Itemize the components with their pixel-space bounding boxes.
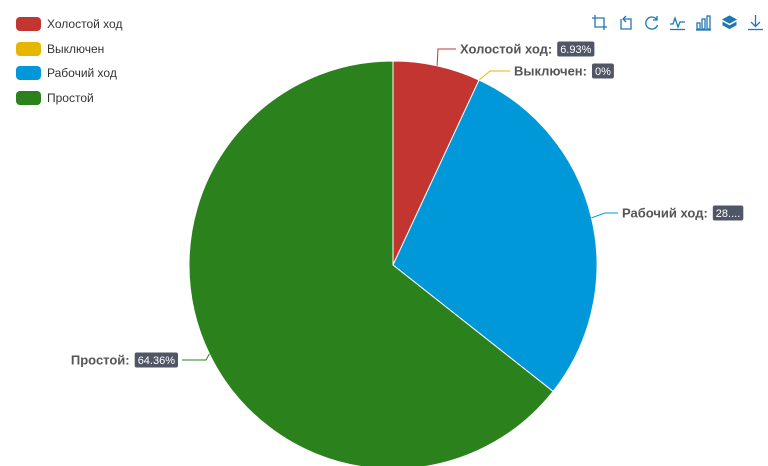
legend-swatch-downtime — [16, 90, 41, 105]
slice-label-value: 6.93% — [560, 44, 591, 56]
zoom-icon[interactable] — [591, 14, 608, 31]
line-chart-icon[interactable] — [669, 14, 686, 31]
slice-value-badge — [134, 352, 178, 368]
bar-chart-icon[interactable] — [695, 14, 712, 31]
stack-icon[interactable] — [721, 14, 738, 31]
pie-slice-working[interactable] — [392, 79, 598, 393]
restore-icon[interactable] — [643, 14, 660, 31]
slice-label-off: Выключен: 0% — [514, 63, 614, 79]
slice-label-idle: Холостой ход: 6.93% — [460, 41, 595, 57]
leader-line-off — [478, 70, 510, 81]
legend-item-off[interactable]: Выключен — [16, 37, 122, 62]
slice-label-name: Рабочий ход: — [622, 206, 708, 221]
legend-label-downtime: Простой — [47, 90, 94, 105]
legend-item-idle[interactable]: Холостой ход — [16, 12, 122, 37]
legend-swatch-off — [16, 41, 41, 56]
leader-line-downtime — [182, 353, 210, 361]
legend-label-off: Выключен — [47, 41, 105, 56]
slice-value-badge — [592, 63, 614, 79]
slice-label-value: 0% — [595, 66, 611, 78]
legend-swatch-idle — [16, 17, 41, 32]
toolbox — [591, 14, 764, 31]
slice-label-name: Выключен: — [514, 64, 587, 79]
slice-label-name: Простой: — [71, 353, 130, 368]
legend-label-working: Рабочий ход — [47, 66, 117, 81]
legend: Холостой ход Выключен Рабочий ход Просто… — [16, 12, 122, 110]
legend-item-downtime[interactable]: Простой — [16, 86, 122, 111]
leader-line-idle — [436, 48, 456, 66]
slice-label-working: Рабочий ход: 28.... — [622, 205, 744, 221]
legend-label-idle: Холостой ход — [47, 17, 123, 32]
zoom-reset-icon[interactable] — [617, 14, 634, 31]
download-icon[interactable] — [747, 14, 764, 31]
slice-label-downtime: Простой: 64.36% — [71, 352, 178, 368]
slice-label-value: 64.36% — [138, 355, 176, 367]
legend-item-working[interactable]: Рабочий ход — [16, 61, 122, 86]
slice-value-badge — [712, 205, 744, 221]
leader-line-working — [591, 212, 618, 219]
slice-label-value: 28.... — [716, 208, 740, 220]
legend-swatch-working — [16, 66, 41, 81]
slice-value-badge — [557, 41, 595, 57]
slice-label-name: Холостой ход: — [460, 42, 552, 57]
